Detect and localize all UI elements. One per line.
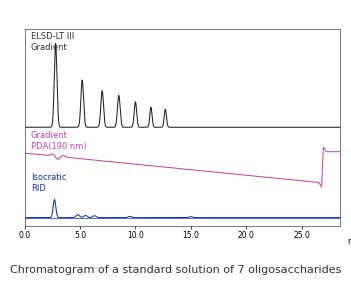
Text: Gradient
PDA(190 nm): Gradient PDA(190 nm) bbox=[31, 131, 86, 151]
Text: Chromatogram of a standard solution of 7 oligosaccharides: Chromatogram of a standard solution of 7… bbox=[10, 265, 341, 275]
Text: Isocratic
RID: Isocratic RID bbox=[31, 173, 66, 193]
Text: ELSD-LT III
Gradient: ELSD-LT III Gradient bbox=[31, 32, 74, 52]
Text: min: min bbox=[347, 237, 351, 246]
